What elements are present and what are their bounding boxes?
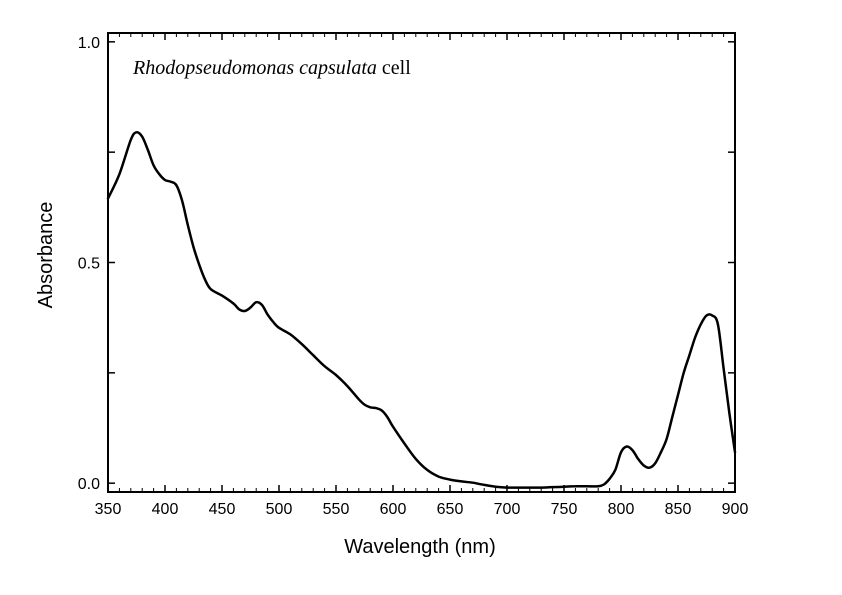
x-tick-label: 800 <box>608 501 635 518</box>
y-tick-label: 1.0 <box>78 35 100 52</box>
x-tick-label: 750 <box>551 501 578 518</box>
x-tick-label: 650 <box>437 501 464 518</box>
x-tick-label: 600 <box>380 501 407 518</box>
x-tick-label: 700 <box>494 501 521 518</box>
y-axis-label: Absorbance <box>35 202 57 309</box>
absorbance-series-line <box>106 130 737 489</box>
x-tick-label: 850 <box>665 501 692 518</box>
annotation-suffix: cell <box>377 57 411 79</box>
annotation-species: Rhodopseudomonas capsulata <box>132 57 377 79</box>
x-tick-label: 900 <box>722 501 749 518</box>
y-axis-ticks: 0.0 0.5 1.0 <box>78 35 735 493</box>
x-tick-label: 350 <box>95 501 122 518</box>
x-tick-label: 500 <box>266 501 293 518</box>
x-tick-label: 450 <box>209 501 236 518</box>
x-tick-label: 400 <box>152 501 179 518</box>
x-axis-ticks: 350 400 450 500 550 600 650 700 750 800 850 900 <box>95 33 749 518</box>
y-tick-label: 0.5 <box>78 256 100 273</box>
chart-annotation: Rhodopseudomonas capsulata cell <box>132 57 411 79</box>
x-axis-label: Wavelength (nm) <box>344 536 496 558</box>
series-layer <box>106 130 737 489</box>
plot-frame <box>107 32 736 493</box>
x-tick-label: 550 <box>323 501 350 518</box>
y-tick-label: 0.0 <box>78 476 100 493</box>
